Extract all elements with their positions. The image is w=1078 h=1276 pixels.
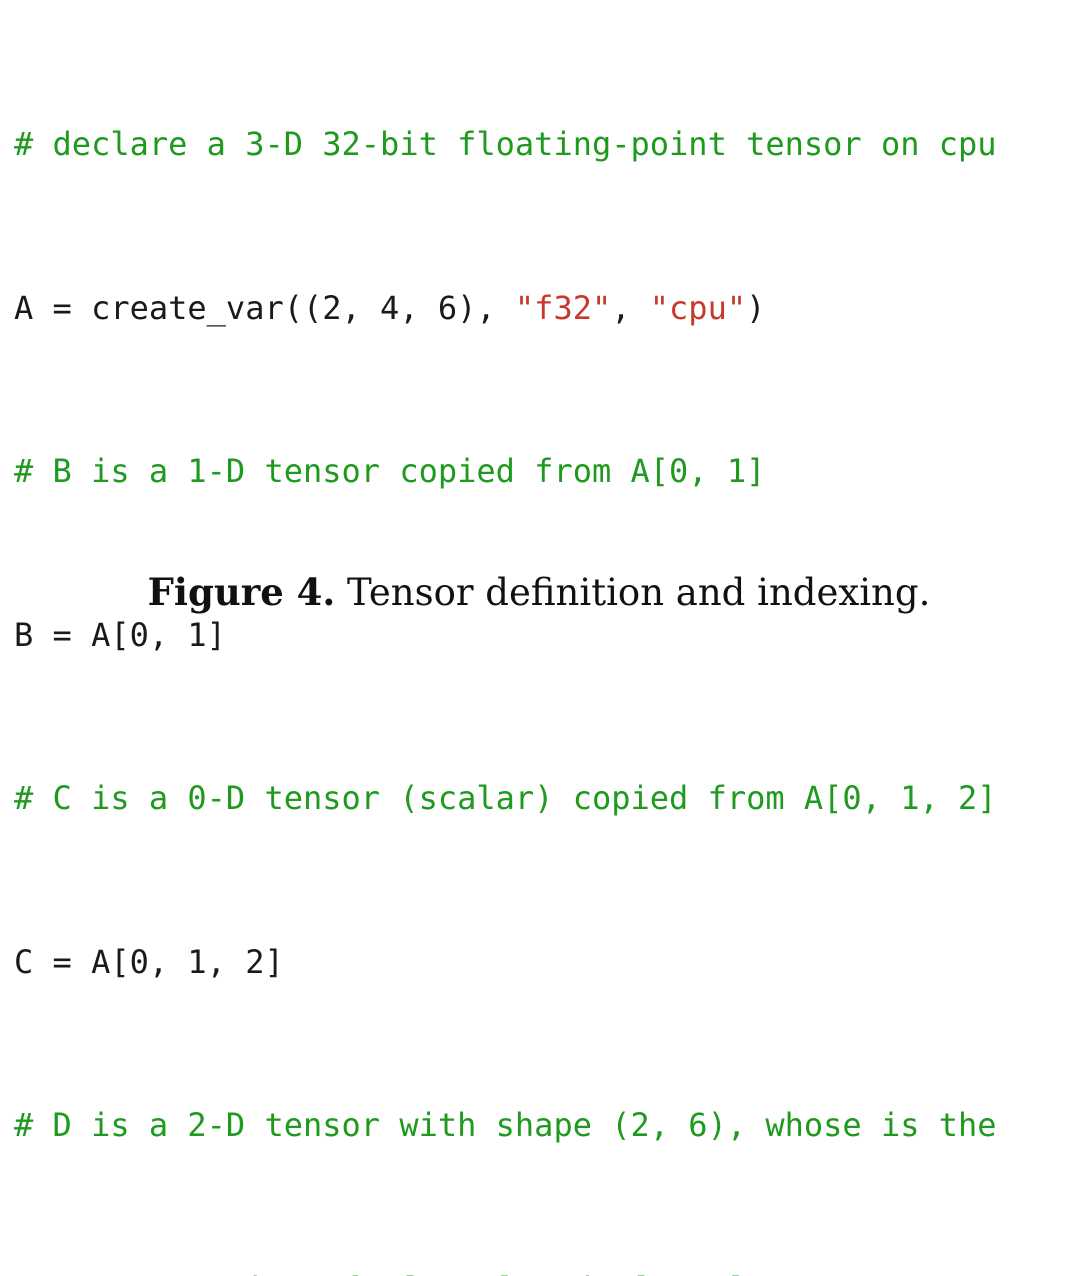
code-line: B = A[0, 1] (14, 608, 997, 663)
code-comment-line: # D is a 2-D tensor with shape (2, 6), w… (14, 1098, 997, 1153)
code-comment-line: # C is a 0-D tensor (scalar) copied from… (14, 771, 997, 826)
code-token: A = create_var((2, 4, 6), (14, 289, 515, 327)
code-line: C = A[0, 1, 2] (14, 935, 997, 990)
figure-caption: Figure 4. Tensor definition and indexing… (0, 570, 1078, 614)
code-line-create-var: A = create_var((2, 4, 6), "f32", "cpu") (14, 281, 997, 336)
caption-text: Tensor definition and indexing. (335, 571, 930, 614)
code-comment-line: # declare a 3-D 32-bit floating-point te… (14, 117, 997, 172)
string-literal: "f32" (515, 289, 611, 327)
string-literal: "cpu" (650, 289, 746, 327)
code-comment-line: # B is a 1-D tensor copied from A[0, 1] (14, 444, 997, 499)
code-token: ) (746, 289, 765, 327)
code-comment-line: # concatenation of A[0, 1] and A[0, 2] (14, 1262, 997, 1276)
code-token: , (611, 289, 650, 327)
figure-label: Figure 4. (148, 570, 336, 614)
code-listing: # declare a 3-D 32-bit floating-point te… (14, 8, 997, 1276)
